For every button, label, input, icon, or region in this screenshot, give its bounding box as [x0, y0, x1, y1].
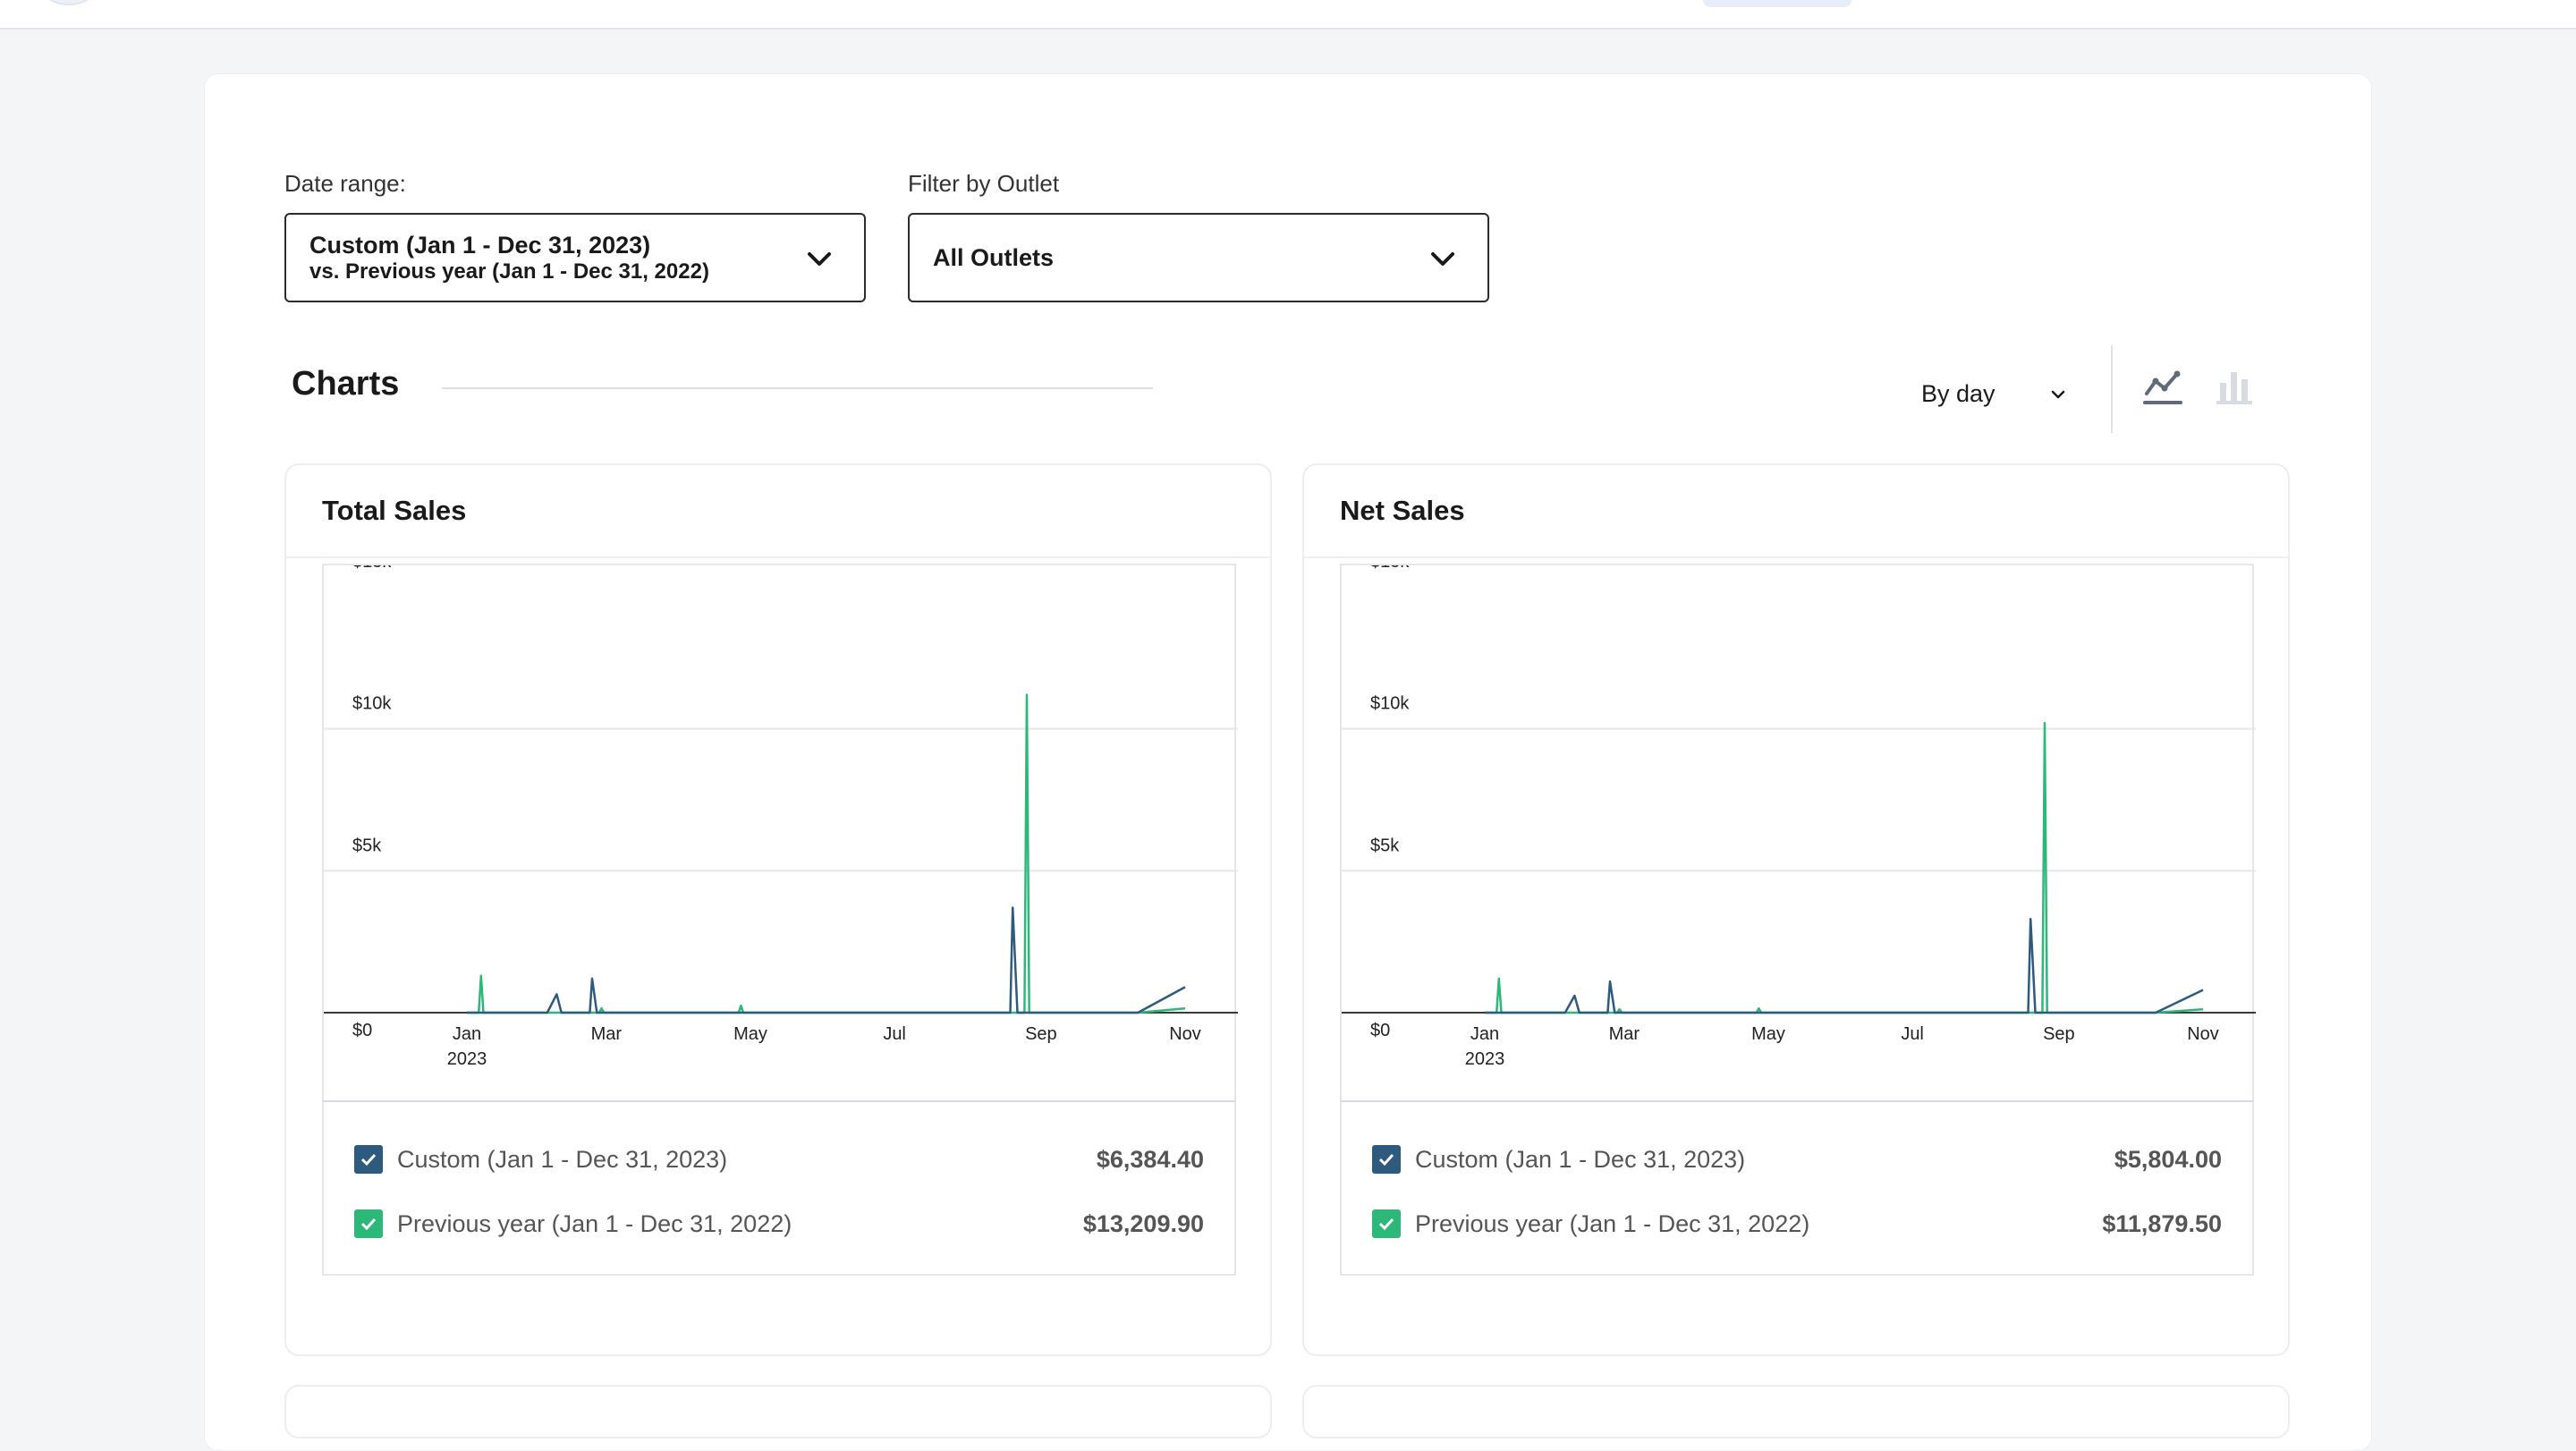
chart-legend: Custom (Jan 1 - Dec 31, 2023) $6,384.40 …: [322, 1100, 1236, 1276]
x-tick-label: Jul: [883, 1024, 906, 1044]
legend-item-previous[interactable]: Previous year (Jan 1 - Dec 31, 2022) $11…: [1372, 1206, 2222, 1242]
date-range-comparison: vs. Previous year (Jan 1 - Dec 31, 2022): [309, 259, 709, 284]
line-chart-icon[interactable]: [2141, 365, 2184, 408]
series-line-previous: [1485, 722, 2204, 1014]
y-tick-label: $0: [1370, 1021, 1390, 1040]
x-tick-year-label: 2023: [447, 1049, 487, 1069]
x-tick-label: May: [733, 1024, 767, 1044]
x-tick-year-label: 2023: [1465, 1049, 1505, 1069]
legend-total: $13,209.90: [1082, 1209, 1204, 1237]
checkbox-icon[interactable]: [1372, 1209, 1401, 1238]
y-tick-label: $0: [352, 1021, 372, 1040]
legend-total: $11,879.50: [2102, 1209, 2222, 1237]
chart-legend: Custom (Jan 1 - Dec 31, 2023) $5,804.00 …: [1340, 1100, 2254, 1276]
x-tick-label: Jan: [453, 1024, 481, 1044]
y-tick-label: $10k: [1370, 694, 1410, 714]
outlet-filter-label: Filter by Outlet: [908, 170, 1060, 197]
card-title: Net Sales: [1340, 495, 1465, 526]
total-sales-chart: $0 $5k $10k $15k Jan 2023 Mar May Jul Sep Nov: [324, 565, 1238, 1069]
x-tick-label: Sep: [1025, 1024, 1057, 1044]
checkbox-icon[interactable]: [354, 1145, 383, 1174]
card-header: Net Sales: [1304, 465, 2288, 558]
chevron-down-icon: [2051, 390, 2065, 399]
x-tick-label: Mar: [1609, 1024, 1640, 1044]
checkbox-icon[interactable]: [354, 1209, 383, 1238]
legend-label: Custom (Jan 1 - Dec 31, 2023): [397, 1145, 728, 1173]
legend-label: Previous year (Jan 1 - Dec 31, 2022): [397, 1209, 792, 1237]
legend-item-previous[interactable]: Previous year (Jan 1 - Dec 31, 2022) $13…: [354, 1206, 1204, 1242]
legend-total: $6,384.40: [1096, 1145, 1204, 1173]
legend-total: $5,804.00: [2114, 1145, 2222, 1173]
avatar[interactable]: [43, 0, 95, 5]
x-tick-label: Jul: [1901, 1024, 1924, 1044]
next-card: [284, 1385, 1272, 1438]
legend-item-current[interactable]: Custom (Jan 1 - Dec 31, 2023) $6,384.40: [354, 1141, 1204, 1177]
interval-value: By day: [1921, 379, 1996, 407]
outlet-select[interactable]: All Outlets: [908, 213, 1489, 302]
legend-item-current[interactable]: Custom (Jan 1 - Dec 31, 2023) $5,804.00: [1372, 1141, 2222, 1177]
x-tick-label: Nov: [2187, 1024, 2219, 1044]
x-tick-label: Mar: [591, 1024, 623, 1044]
top-nav-bar: [0, 0, 2576, 30]
y-tick-label: $15k: [352, 565, 392, 572]
section-divider: [442, 387, 1153, 389]
active-nav-tab[interactable]: [1703, 0, 1852, 7]
card-header: Total Sales: [286, 465, 1270, 558]
chevron-down-icon: [808, 252, 831, 266]
next-card: [1302, 1385, 2290, 1438]
x-tick-label: Sep: [2043, 1024, 2075, 1044]
y-tick-label: $5k: [1370, 836, 1400, 855]
legend-label: Custom (Jan 1 - Dec 31, 2023): [1415, 1145, 1746, 1173]
date-range-value: Custom (Jan 1 - Dec 31, 2023): [309, 232, 651, 259]
chevron-down-icon: [1431, 252, 1454, 266]
checkbox-icon[interactable]: [1372, 1145, 1401, 1174]
y-tick-label: $10k: [352, 694, 392, 714]
x-tick-label: Nov: [1169, 1024, 1201, 1044]
chart-area: $0 $5k $10k $15k Jan 2023 Mar May Jul Sep Nov: [322, 564, 1238, 1100]
bar-chart-icon[interactable]: [2213, 365, 2256, 408]
legend-label: Previous year (Jan 1 - Dec 31, 2022): [1415, 1209, 1810, 1237]
y-tick-label: $15k: [1370, 565, 1410, 572]
x-tick-label: Jan: [1470, 1024, 1499, 1044]
date-range-label: Date range:: [284, 170, 406, 197]
outlet-value: All Outlets: [933, 244, 1055, 271]
interval-select[interactable]: By day: [1905, 361, 2084, 426]
net-sales-chart: $0 $5k $10k $15k Jan 2023 Mar May Jul Sep Nov: [1342, 565, 2256, 1069]
date-range-select[interactable]: Custom (Jan 1 - Dec 31, 2023) vs. Previo…: [284, 213, 866, 302]
net-sales-card: Net Sales $0 $5k $10k $15k Jan 2023 Mar May Jul S…: [1302, 463, 2290, 1356]
chart-area: $0 $5k $10k $15k Jan 2023 Mar May Jul Sep Nov: [1340, 564, 2256, 1100]
series-line-previous: [467, 693, 1186, 1014]
series-line-current: [1485, 918, 2204, 1014]
x-tick-label: May: [1751, 1024, 1785, 1044]
card-title: Total Sales: [322, 495, 467, 526]
toolbar-divider: [2111, 345, 2113, 433]
charts-section-title: Charts: [292, 365, 400, 403]
y-tick-label: $5k: [352, 836, 382, 855]
total-sales-card: Total Sales $0 $5k $10k $15k Jan 2023 Mar May Ju…: [284, 463, 1272, 1356]
series-line-current: [467, 906, 1186, 1014]
